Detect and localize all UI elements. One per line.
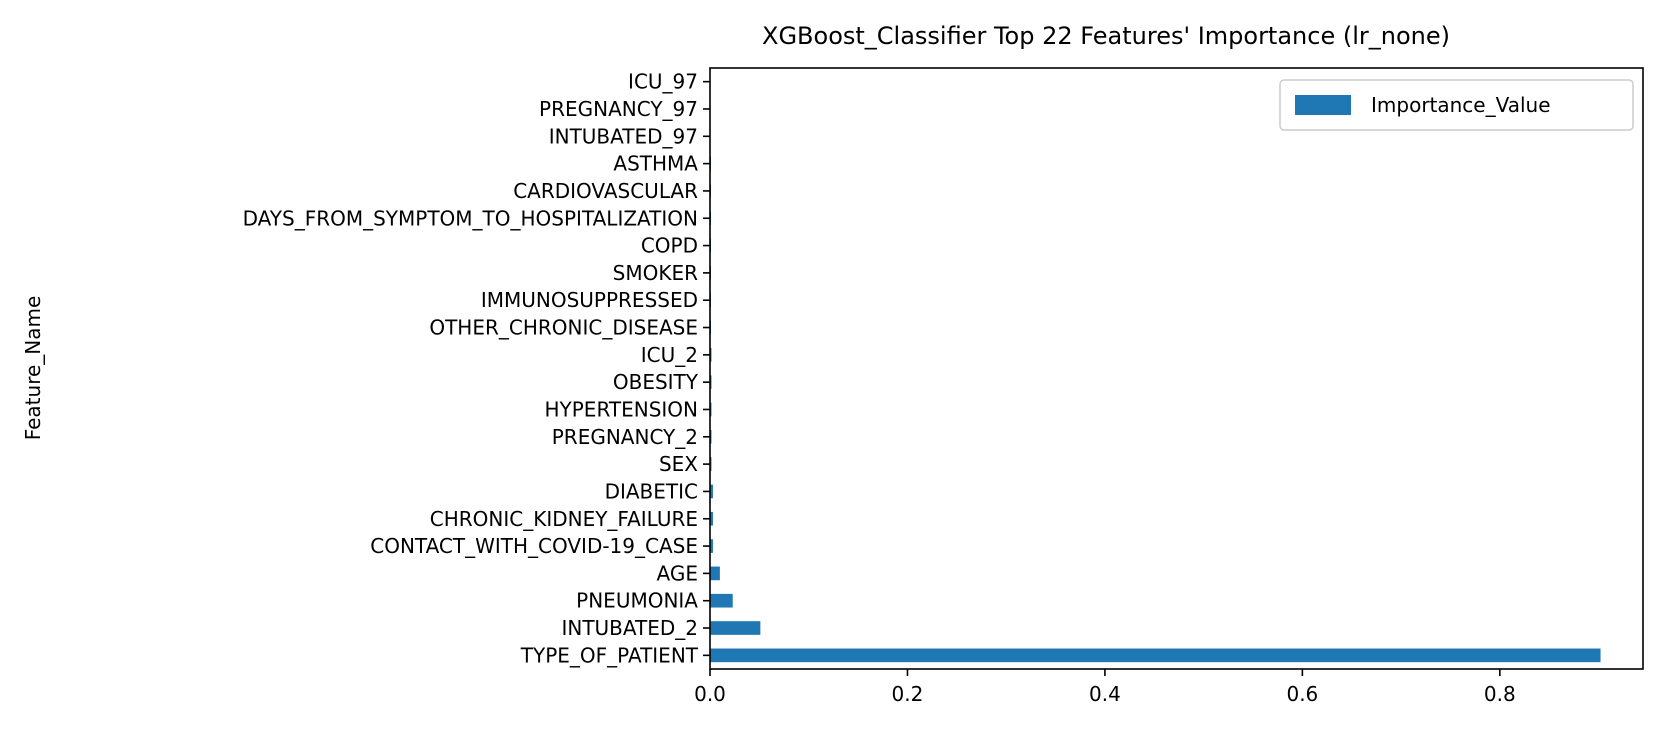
- bar-type-of-patient: [710, 648, 1601, 663]
- x-tick-label: 0.8: [1484, 682, 1516, 706]
- y-tick-label: CONTACT_WITH_COVID-19_CASE: [370, 534, 698, 558]
- bar-diabetic: [710, 484, 713, 499]
- y-tick-label: ICU_97: [628, 70, 698, 94]
- y-tick-label: INTUBATED_97: [549, 124, 698, 148]
- y-tick-label: IMMUNOSUPPRESSED: [481, 288, 698, 312]
- y-tick-label: INTUBATED_2: [561, 616, 698, 640]
- plot-area-frame: [709, 67, 1644, 670]
- legend-swatch: [1295, 95, 1351, 115]
- y-axis-ticks: TYPE_OF_PATIENT INTUBATED_2 PNEUMONIA AGE CO…: [243, 70, 710, 667]
- y-tick-label: OBESITY: [613, 370, 699, 394]
- y-tick-label: ASTHMA: [613, 152, 698, 176]
- x-tick-label: 0.6: [1286, 682, 1318, 706]
- chart-title: XGBoost_Classifier Top 22 Features' Impo…: [762, 22, 1450, 50]
- bar-intubated-2: [710, 621, 761, 635]
- y-tick-label: TYPE_OF_PATIENT: [520, 643, 699, 667]
- y-tick-label: DIABETIC: [605, 479, 698, 503]
- bars-group: [710, 74, 1601, 663]
- y-tick-label: SMOKER: [613, 261, 698, 285]
- y-tick-label: PREGNANCY_2: [552, 425, 698, 449]
- legend-box: [1279, 79, 1634, 131]
- bar-pneumonia: [710, 593, 733, 608]
- y-tick-label: PREGNANCY_97: [539, 97, 698, 121]
- y-tick-label: DAYS_FROM_SYMPTOM_TO_HOSPITALIZATION: [243, 206, 698, 230]
- x-tick-label: 0.0: [694, 682, 726, 706]
- x-axis-ticks: 0.0 0.2 0.4 0.6 0.8: [694, 669, 1516, 706]
- y-tick-label: ICU_2: [641, 343, 698, 367]
- y-tick-label: COPD: [641, 234, 698, 258]
- bar-age: [710, 566, 720, 581]
- y-tick-label: OTHER_CHRONIC_DISEASE: [429, 316, 698, 340]
- y-tick-label: CARDIOVASCULAR: [513, 179, 698, 203]
- y-tick-label: HYPERTENSION: [544, 397, 698, 421]
- x-tick-label: 0.2: [892, 682, 924, 706]
- y-tick-label: PNEUMONIA: [576, 589, 698, 613]
- y-axis-label: Feature_Name: [21, 296, 45, 441]
- y-tick-label: CHRONIC_KIDNEY_FAILURE: [430, 507, 698, 531]
- y-tick-label: AGE: [657, 561, 698, 585]
- bar-contact-with-covid-19-case: [710, 539, 713, 553]
- x-tick-label: 0.4: [1089, 682, 1121, 706]
- bar-chronic-kidney-failure: [710, 511, 713, 526]
- legend: Importance_Value: [1279, 79, 1634, 131]
- y-tick-label: SEX: [659, 452, 698, 476]
- legend-label: Importance_Value: [1371, 93, 1551, 117]
